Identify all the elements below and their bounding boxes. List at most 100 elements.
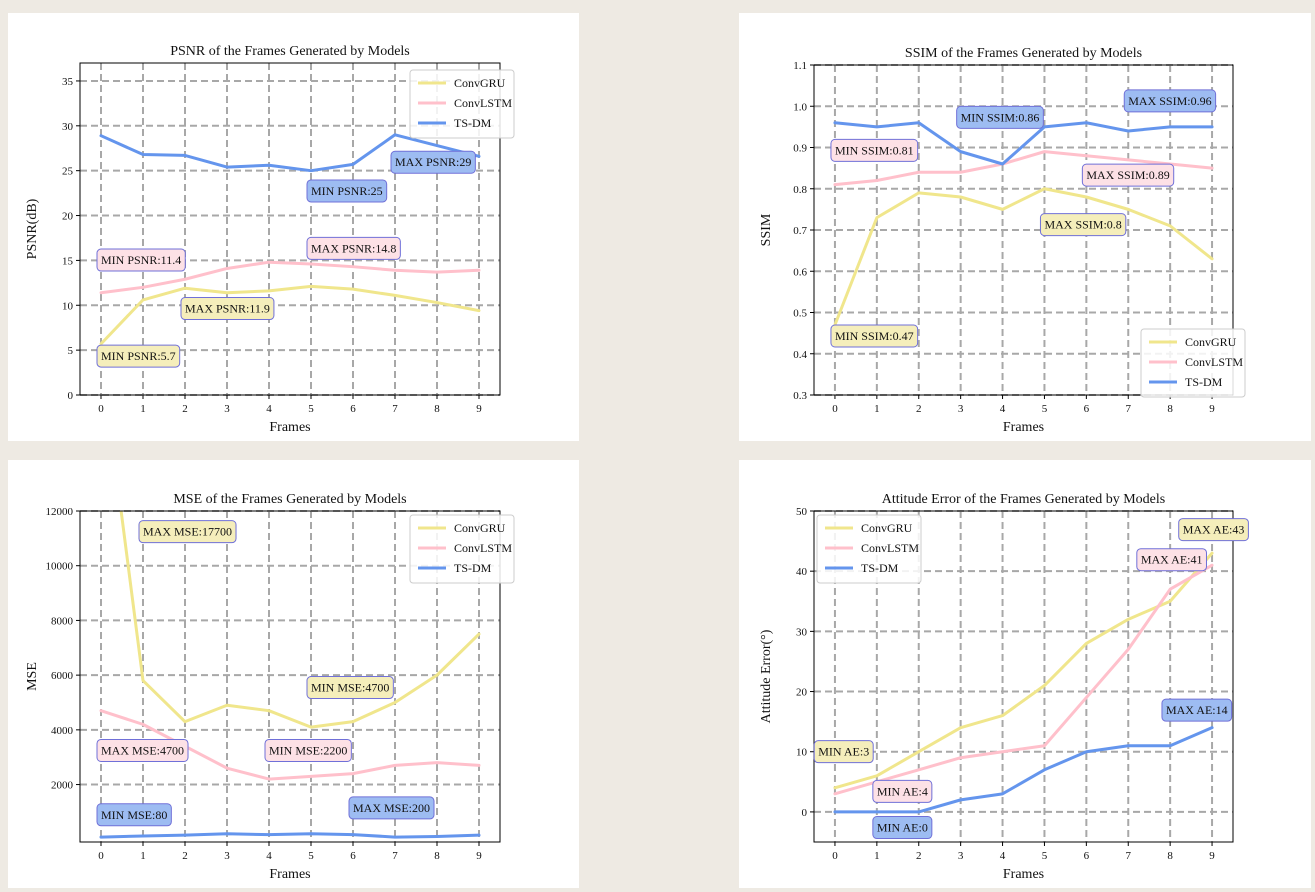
annotation-box bbox=[390, 150, 476, 174]
annotation-label: MAX PSNR:29 bbox=[390, 150, 476, 174]
legend: ConvGRU ConvLSTM TS-DM bbox=[1140, 328, 1246, 398]
annotation-text: MAX AE:14 bbox=[1166, 703, 1228, 717]
x-tick-label: 3 bbox=[224, 850, 230, 862]
y-tick-label: 12000 bbox=[46, 506, 74, 518]
annotation-text: MAX MSE:4700 bbox=[101, 743, 184, 757]
annotation-text: MIN AE:3 bbox=[818, 745, 869, 759]
x-tick-label: 1 bbox=[874, 850, 880, 862]
x-tick-label: 1 bbox=[140, 403, 146, 415]
x-axis-label: Frames bbox=[269, 867, 310, 882]
x-axis-label: Frames bbox=[1003, 420, 1044, 435]
series-lines bbox=[99, 511, 481, 839]
legend-box bbox=[1140, 328, 1246, 398]
x-tick-label: 3 bbox=[224, 403, 230, 415]
annotation-box bbox=[348, 796, 435, 820]
series-line-convlstm bbox=[833, 563, 1214, 796]
annotation-box bbox=[1161, 698, 1233, 722]
annotation-label: MIN AE:3 bbox=[813, 740, 874, 764]
x-tick-label: 5 bbox=[1042, 850, 1048, 862]
legend-box bbox=[409, 69, 515, 139]
plot-frame bbox=[79, 62, 501, 396]
annotations: MAX MSE:17700 MIN MSE:4700 MAX MSE:4700 MIN… bbox=[96, 520, 435, 827]
x-tick-label: 2 bbox=[916, 850, 922, 862]
x-tick-label: 3 bbox=[958, 850, 964, 862]
x-tick-label: 8 bbox=[1167, 850, 1173, 862]
annotation-label: MAX MSE:4700 bbox=[96, 738, 189, 762]
annotation-text: MAX PSNR:14.8 bbox=[311, 241, 396, 255]
annotations: MIN SSIM:0.47 MIN SSIM:0.81 MIN SSIM:0.86 M… bbox=[830, 89, 1217, 348]
axis-ticks: 0 1 2 3 4 5 6 7 8 9 0 10 20 30 40 50 bbox=[796, 506, 1215, 862]
annotation-label: MAX AE:43 bbox=[1178, 518, 1249, 542]
annotation-box bbox=[956, 105, 1044, 129]
chart-title: PSNR of the Frames Generated by Models bbox=[170, 44, 410, 59]
series-line-convlstm bbox=[833, 150, 1214, 187]
y-tick-label: 20 bbox=[62, 211, 74, 223]
legend-label: ConvLSTM bbox=[1185, 355, 1243, 369]
x-tick-label: 5 bbox=[1042, 403, 1048, 415]
y-tick-label: 8000 bbox=[51, 615, 74, 627]
annotation-box bbox=[830, 138, 919, 162]
x-tick-label: 6 bbox=[350, 850, 356, 862]
x-tick-label: 3 bbox=[958, 403, 964, 415]
x-tick-label: 2 bbox=[182, 850, 188, 862]
annotation-text: MIN MSE:2200 bbox=[269, 743, 347, 757]
series-line-ts-dm bbox=[99, 133, 481, 173]
y-axis-label: SSIM bbox=[759, 213, 774, 246]
x-tick-label: 6 bbox=[1084, 403, 1090, 415]
x-tick-label: 0 bbox=[98, 403, 104, 415]
annotation-box bbox=[138, 520, 237, 544]
legend-box bbox=[816, 514, 922, 584]
x-tick-label: 4 bbox=[1000, 403, 1006, 415]
annotations: MIN AE:3 MIN AE:4 MIN AE:0 MAX AE:14 MAX AE:… bbox=[813, 518, 1249, 840]
annotation-text: MAX SSIM:0.89 bbox=[1086, 168, 1169, 182]
annotation-box bbox=[306, 179, 388, 203]
annotation-label: MIN PSNR:25 bbox=[306, 179, 388, 203]
annotation-label: MAX AE:14 bbox=[1161, 698, 1233, 722]
x-tick-label: 6 bbox=[1084, 850, 1090, 862]
x-tick-label: 7 bbox=[1126, 403, 1132, 415]
annotation-label: MIN MSE:4700 bbox=[306, 676, 394, 700]
legend-label: ConvLSTM bbox=[861, 541, 919, 555]
plot-frame bbox=[813, 510, 1234, 843]
legend-label: TS-DM bbox=[454, 116, 492, 130]
x-tick-label: 0 bbox=[832, 403, 838, 415]
ssim-chart: 0 1 2 3 4 5 6 7 8 9 0.3 0.4 0.5 0.6 0.7 0.8 0.9 1.0 1.1 SSI… bbox=[759, 46, 1246, 435]
y-axis-label: PSNR(dB) bbox=[25, 198, 40, 259]
x-tick-label: 8 bbox=[434, 403, 440, 415]
y-tick-label: 20 bbox=[796, 687, 808, 699]
y-tick-label: 1.0 bbox=[793, 101, 807, 113]
annotations: MIN PSNR:5.7 MIN PSNR:11.4 MAX PSNR:11.9 MA… bbox=[96, 150, 476, 368]
legend-label: ConvGRU bbox=[454, 76, 506, 90]
annotation-label: MIN SSIM:0.86 bbox=[956, 105, 1044, 129]
series-line-convlstm bbox=[99, 260, 481, 295]
y-axis-label: Attitude Error(°) bbox=[759, 629, 774, 723]
x-tick-label: 9 bbox=[1209, 403, 1215, 415]
x-tick-label: 2 bbox=[916, 403, 922, 415]
x-tick-label: 0 bbox=[832, 850, 838, 862]
y-tick-label: 5 bbox=[68, 345, 74, 357]
chart-title: Attitude Error of the Frames Generated b… bbox=[882, 492, 1165, 507]
annotation-label: MAX PSNR:14.8 bbox=[306, 236, 401, 260]
y-tick-label: 40 bbox=[796, 566, 808, 578]
x-tick-label: 6 bbox=[350, 403, 356, 415]
psnr-chart: 0 1 2 3 4 5 6 7 8 9 0 5 10 15 20 25 30 35 PSNR of the Fram… bbox=[25, 44, 515, 435]
y-tick-label: 0 bbox=[802, 807, 808, 819]
x-tick-label: 8 bbox=[434, 850, 440, 862]
legend-label: ConvGRU bbox=[861, 521, 913, 535]
annotation-box bbox=[813, 740, 874, 764]
series-line-convlstm bbox=[99, 709, 481, 781]
annotation-text: MIN MSE:80 bbox=[101, 808, 167, 822]
annotation-text: MIN PSNR:5.7 bbox=[101, 349, 176, 363]
annotation-box bbox=[1136, 548, 1207, 572]
annotation-text: MAX SSIM:0.8 bbox=[1044, 218, 1121, 232]
annotation-box bbox=[1178, 518, 1249, 542]
annotation-box bbox=[306, 676, 394, 700]
annotation-label: MAX MSE:17700 bbox=[138, 520, 237, 544]
annotation-label: MAX PSNR:11.9 bbox=[180, 297, 275, 321]
annotation-box bbox=[1039, 213, 1127, 237]
annotation-box bbox=[1123, 89, 1217, 113]
y-tick-label: 4000 bbox=[51, 725, 74, 737]
annotation-label: MIN PSNR:5.7 bbox=[96, 344, 181, 368]
x-tick-label: 7 bbox=[392, 403, 398, 415]
y-tick-label: 0.3 bbox=[793, 390, 807, 402]
